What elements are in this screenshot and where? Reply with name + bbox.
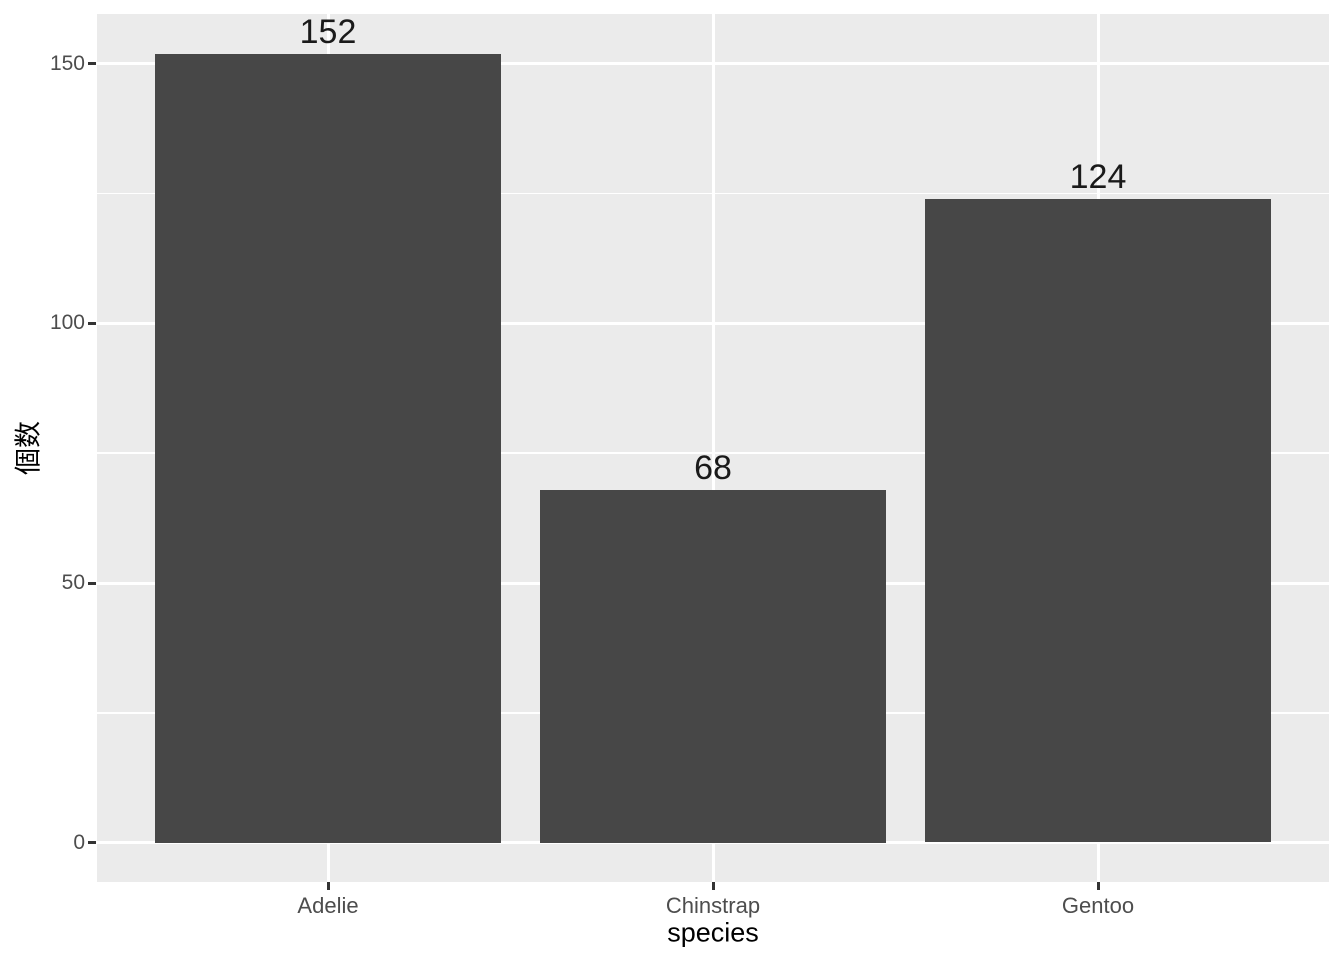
y-tick-mark — [88, 581, 96, 585]
bar-value-label: 68 — [694, 448, 732, 487]
x-tick-mark — [711, 882, 715, 890]
bar-value-label: 152 — [299, 12, 357, 51]
y-tick-mark — [88, 62, 96, 66]
plot-panel: 152 68 124 — [97, 14, 1329, 882]
x-tick-mark — [1096, 882, 1100, 890]
x-tick-label: Chinstrap — [665, 893, 761, 918]
y-axis-title: 個数 — [13, 421, 44, 475]
gridline-major-x — [711, 14, 715, 882]
y-tick-mark — [88, 321, 96, 325]
bar-value-label: 124 — [1069, 157, 1127, 196]
x-tick-label: Gentoo — [1061, 893, 1135, 918]
x-tick-mark — [326, 882, 330, 890]
bar — [924, 198, 1272, 843]
y-tick-label: 100 — [49, 311, 85, 335]
y-tick-mark — [88, 841, 96, 844]
bar — [539, 489, 887, 843]
y-tick-label: 50 — [61, 571, 85, 594]
y-tick-label: 150 — [49, 51, 85, 75]
bar — [154, 53, 502, 843]
x-axis-title: species — [667, 917, 759, 948]
y-tick-label: 0 — [73, 830, 85, 854]
x-tick-label: Adelie — [297, 893, 359, 918]
